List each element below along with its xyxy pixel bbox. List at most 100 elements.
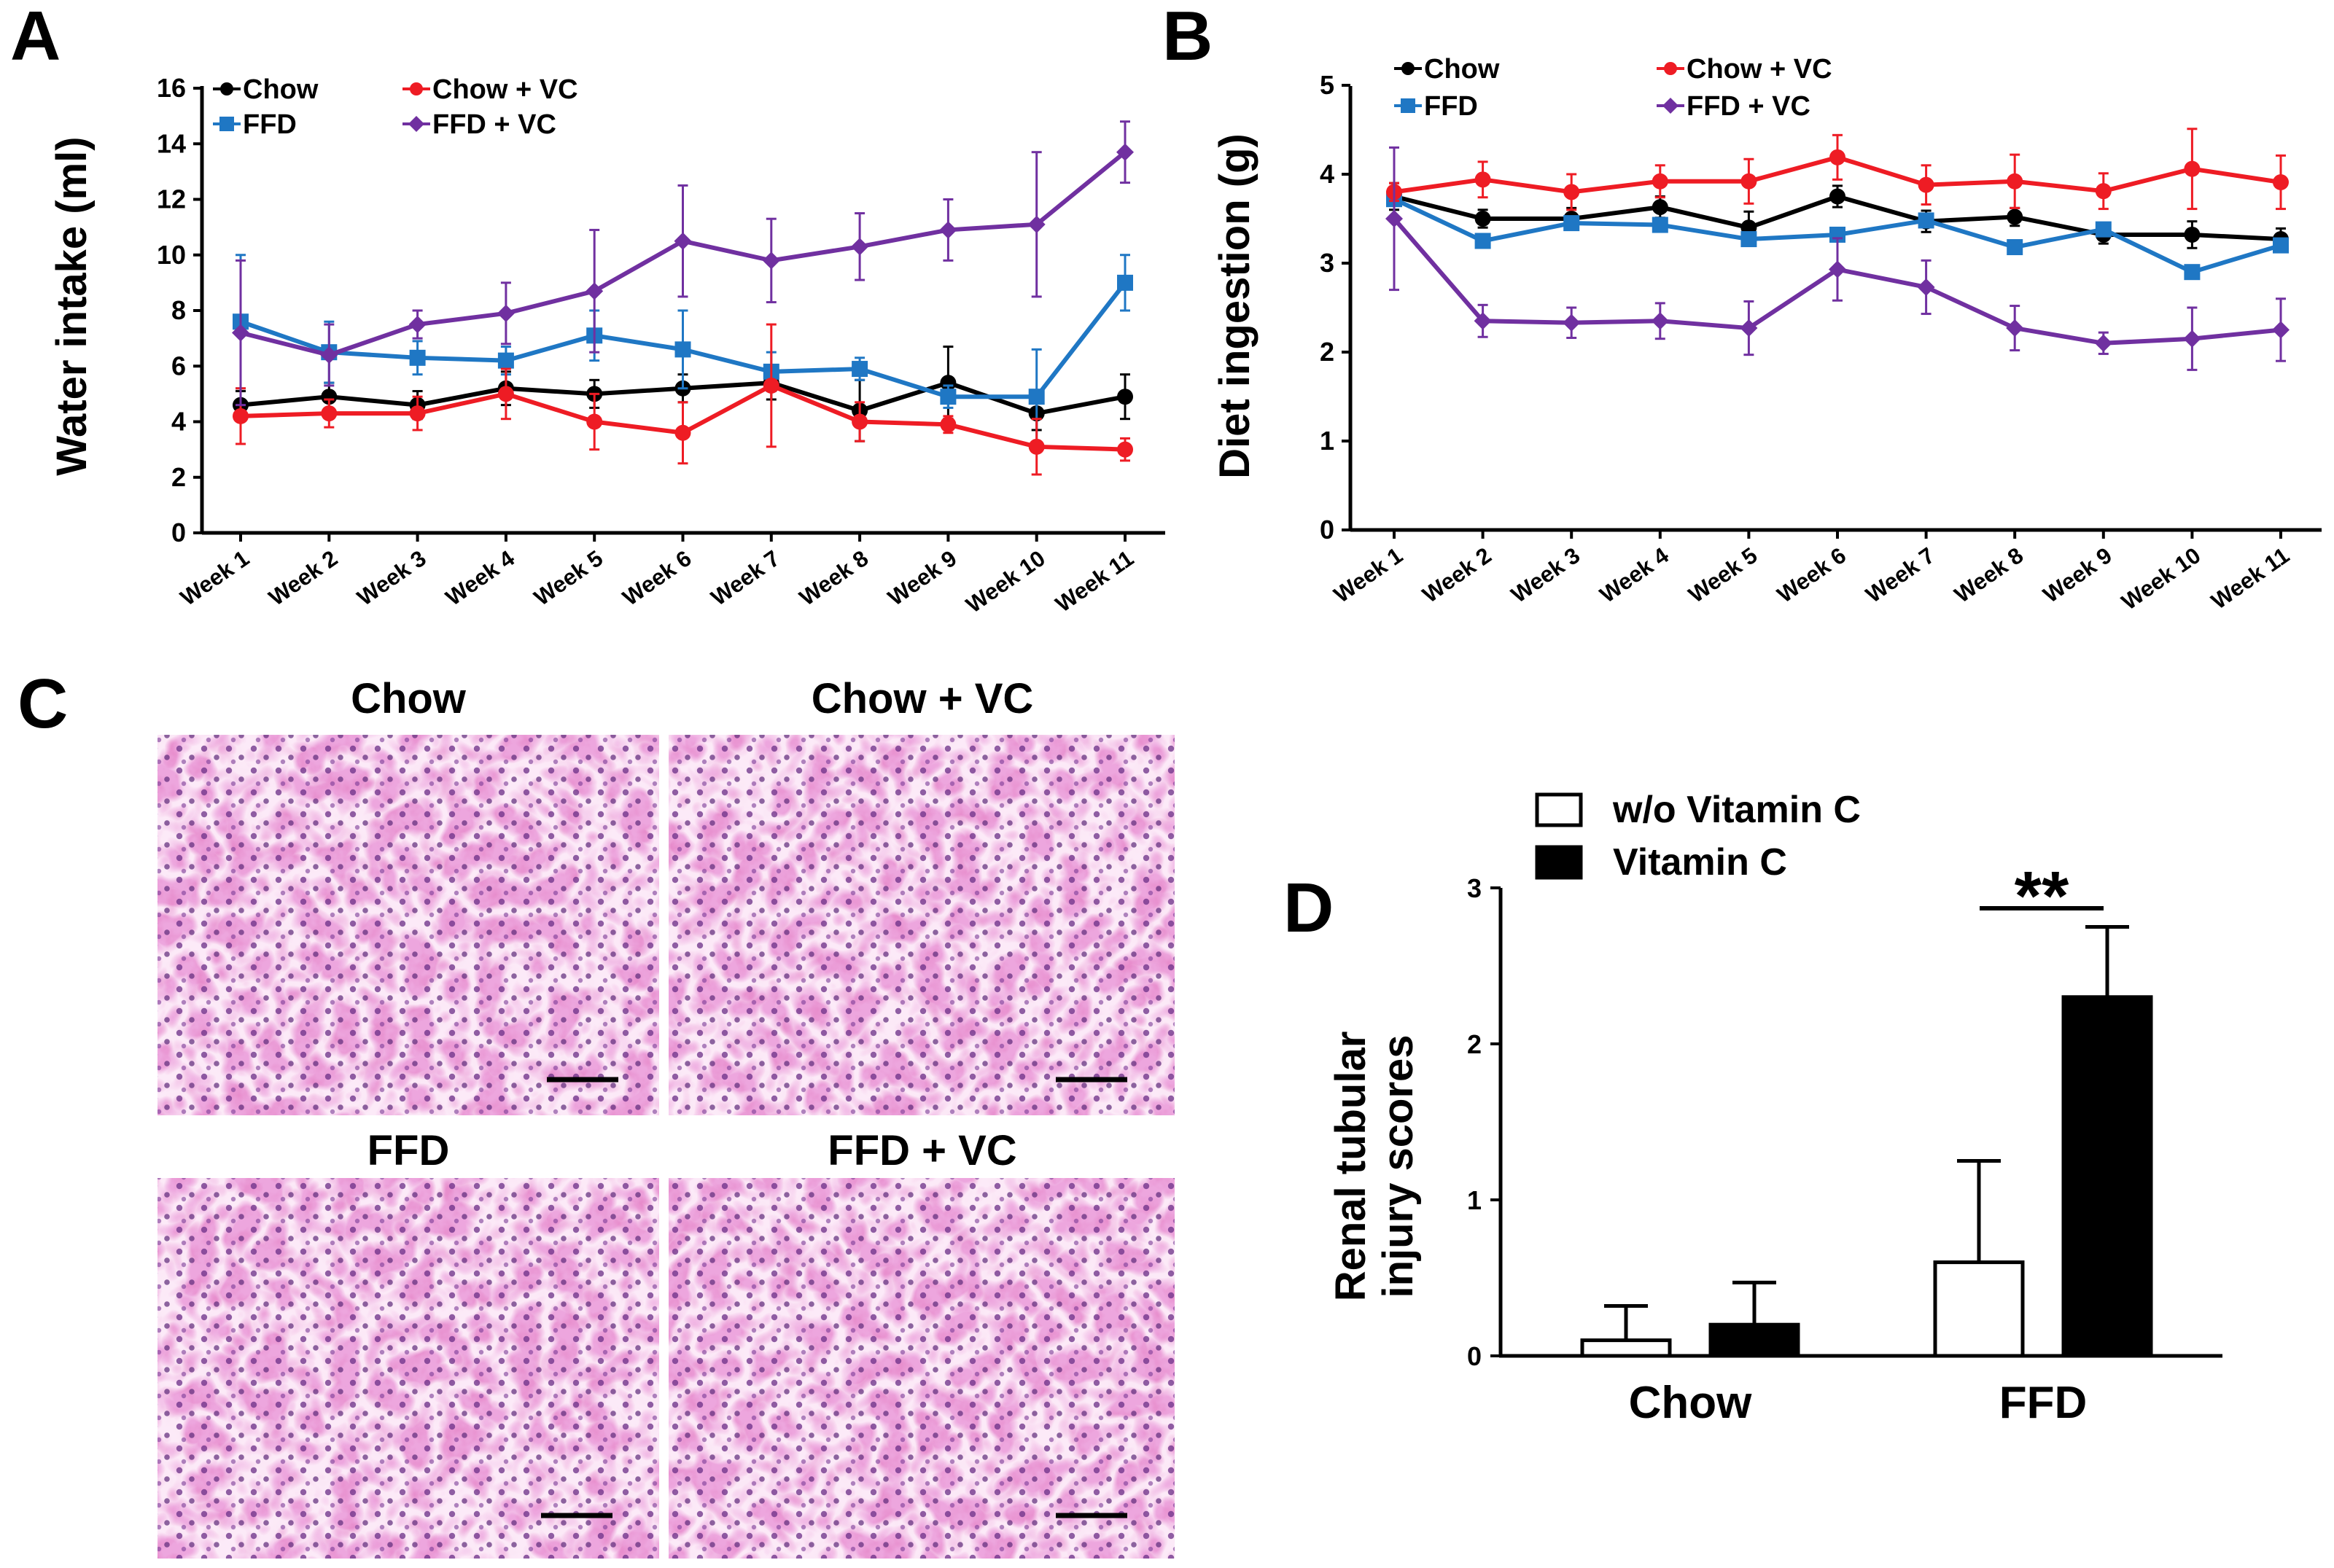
y-tick-label-b: 0 xyxy=(1320,515,1334,545)
category-label-chow-d: Chow xyxy=(1629,1378,1753,1428)
data-point-ffd-a xyxy=(940,389,957,405)
data-point-ffd-vc-b xyxy=(1563,313,1581,332)
data-point-ffd-vc-a xyxy=(320,346,338,364)
series-ffd-b xyxy=(1386,191,2289,281)
data-point-chow-vc-a xyxy=(674,424,691,441)
y-tick-label-a: 12 xyxy=(157,184,186,214)
data-point-ffd-vc-a xyxy=(674,232,692,250)
legend-marker-ffd-b xyxy=(1401,98,1415,113)
data-point-chow-b xyxy=(2007,208,2023,225)
x-tick-label-b: Week 5 xyxy=(1684,542,1762,608)
y-tick-label-b: 5 xyxy=(1320,70,1334,100)
legend-marker-chow-vc-b xyxy=(1664,62,1677,75)
y-tick-label-b: 3 xyxy=(1320,248,1334,278)
data-point-chow-vc-a xyxy=(586,413,603,430)
y-tick-label-a: 14 xyxy=(157,128,186,158)
micrograph-chow xyxy=(157,735,659,1115)
data-point-chow-vc-a xyxy=(321,405,338,422)
x-tick-label-b: Week 2 xyxy=(1417,542,1495,608)
data-point-ffd-vc-a xyxy=(232,324,249,342)
panel-b-diet-ingestion-chart: B Diet ingestion (g) 0 1 2 3 4 5 Week 1 Week 2… xyxy=(1162,0,2322,615)
data-point-ffd-a xyxy=(497,352,514,369)
data-point-ffd-vc-b xyxy=(2094,334,2112,352)
x-tick-label-a: Week 10 xyxy=(961,545,1049,618)
y-tick-label-b: 4 xyxy=(1320,159,1334,189)
y-axis-label-d-line1: Renal tubular xyxy=(1327,1031,1374,1302)
y-axis-label-a: Water intake (ml) xyxy=(48,136,96,475)
data-point-chow-b xyxy=(1474,211,1491,227)
x-ticks-a: Week 1 Week 2 Week 3 Week 4 Week 5 Week 6 Week… xyxy=(176,533,1138,618)
data-point-ffd-b xyxy=(2184,264,2201,281)
data-point-ffd-a xyxy=(409,349,426,366)
data-point-ffd-vc-b xyxy=(2183,329,2201,348)
panel-label-d: D xyxy=(1283,869,1334,947)
legend-label-ffd-vc-a: FFD + VC xyxy=(432,109,556,140)
panel-label-c: C xyxy=(17,665,68,743)
y-tick-label-a: 4 xyxy=(171,407,186,437)
x-tick-label-b: Week 9 xyxy=(2039,542,2117,608)
data-point-ffd-vc-a xyxy=(586,282,604,300)
data-point-chow-vc-b xyxy=(1652,173,1668,190)
x-tick-label-a: Week 6 xyxy=(618,545,696,611)
y-tick-label-a: 10 xyxy=(157,240,186,270)
micrograph-title-ffd-vc: FFD + VC xyxy=(828,1127,1016,1174)
data-point-ffd-vc-a xyxy=(497,304,515,322)
data-point-ffd-b xyxy=(1918,212,1934,229)
data-point-ffd-a xyxy=(852,361,868,378)
data-point-ffd-b xyxy=(2273,237,2289,254)
x-tick-label-b: Week 10 xyxy=(2117,542,2205,615)
micrograph-chow-vc xyxy=(669,735,1175,1115)
data-point-ffd-b xyxy=(2095,221,2112,238)
legend-label-ffd-b: FFD xyxy=(1424,91,1478,122)
data-point-chow-vc-a xyxy=(497,386,514,402)
legend-label-chow-b: Chow xyxy=(1424,54,1500,85)
micrograph-title-chow-vc: Chow + VC xyxy=(812,675,1034,722)
data-point-ffd-vc-b xyxy=(1474,312,1492,330)
data-point-ffd-vc-b xyxy=(1740,319,1758,338)
data-point-chow-a xyxy=(1117,389,1133,405)
x-tick-label-a: Week 11 xyxy=(1051,545,1138,617)
legend-swatch-without-vc xyxy=(1535,792,1583,827)
bar-w-o-vitamin-c-chow-d xyxy=(1580,1338,1672,1358)
x-tick-label-b: Week 8 xyxy=(1950,542,2028,608)
data-point-ffd-b xyxy=(1652,217,1668,233)
data-point-chow-b xyxy=(2184,226,2201,243)
legend-label-with-vc: Vitamin C xyxy=(1613,841,1787,884)
data-point-ffd-vc-b xyxy=(1917,278,1935,296)
micrograph-title-chow: Chow xyxy=(351,675,467,722)
data-point-chow-vc-b xyxy=(2095,183,2112,200)
y-tick-label-d: 2 xyxy=(1467,1029,1482,1059)
series-group-b xyxy=(1385,128,2290,371)
x-tick-label-b: Week 6 xyxy=(1773,542,1851,608)
legend-item-ffd-b: FFD xyxy=(1394,91,1478,122)
x-tick-label-a: Week 7 xyxy=(707,545,785,611)
bars-group-d xyxy=(1580,925,2153,1358)
legend-item-chow-vc-b: Chow + VC xyxy=(1657,54,1832,85)
data-point-ffd-a xyxy=(674,341,691,358)
x-tick-label-b: Week 3 xyxy=(1506,542,1584,608)
legend-swatch-with-vc xyxy=(1535,845,1583,880)
y-tick-label-a: 0 xyxy=(171,518,186,547)
panel-label-b: B xyxy=(1162,0,1213,75)
data-point-chow-vc-a xyxy=(763,377,779,394)
series-chow-vc-a xyxy=(233,323,1133,476)
y-ticks-b: 0 1 2 3 4 5 xyxy=(1320,70,1350,545)
x-tick-label-a: Week 4 xyxy=(441,545,520,611)
x-tick-label-a: Week 9 xyxy=(883,545,961,611)
data-point-chow-b xyxy=(1652,199,1668,216)
legend-marker-chow-b xyxy=(1401,62,1415,75)
category-label-ffd-d: FFD xyxy=(1999,1378,2088,1428)
data-point-chow-vc-a xyxy=(852,413,868,430)
legend-d: w/o Vitamin C Vitamin C xyxy=(1535,789,1861,884)
legend-label-ffd-vc-b: FFD + VC xyxy=(1687,91,1810,122)
data-point-ffd-b xyxy=(1740,231,1757,248)
panel-label-a: A xyxy=(10,0,61,75)
data-point-ffd-vc-a xyxy=(851,238,869,256)
data-point-ffd-vc-b xyxy=(2006,319,2024,338)
y-tick-label-d: 0 xyxy=(1467,1341,1482,1371)
x-tick-label-b: Week 7 xyxy=(1861,542,1939,608)
legend-label-ffd-a: FFD xyxy=(243,109,297,140)
data-point-ffd-vc-b xyxy=(1385,210,1403,227)
data-point-ffd-b xyxy=(2007,239,2023,256)
